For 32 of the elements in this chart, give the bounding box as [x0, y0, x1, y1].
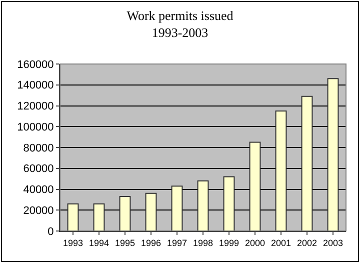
y-tick-label: 100000 [17, 121, 54, 134]
y-tick-label: 120000 [17, 100, 54, 113]
y-tick-label: 140000 [17, 80, 54, 92]
y-tick-label: 80000 [23, 142, 54, 154]
y-tick-label: 60000 [23, 163, 54, 176]
x-tick-label: 1993 [62, 238, 84, 248]
bar [119, 196, 131, 231]
bar [171, 186, 183, 231]
bar [301, 96, 313, 231]
x-tick-label: 1998 [192, 238, 214, 248]
y-tick-label: 40000 [23, 184, 54, 196]
bar [145, 192, 157, 231]
y-tick-label: 160000 [17, 58, 54, 71]
x-tick-label: 2003 [322, 238, 344, 248]
bar [223, 176, 235, 231]
x-tick-label: 1996 [140, 238, 162, 248]
bar [67, 203, 79, 231]
bar [93, 203, 105, 231]
x-tick-label: 1995 [114, 238, 136, 248]
x-tick-label: 1994 [88, 238, 110, 248]
x-tick-label: 2002 [296, 238, 318, 248]
chart-title: Work permits issued 1993-2003 [126, 8, 234, 40]
x-tick-label: 2000 [244, 238, 266, 248]
x-tick-label: 1999 [218, 238, 240, 248]
bar [327, 78, 339, 231]
x-tick-label: 1997 [166, 238, 188, 248]
x-tick-label: 2001 [270, 238, 292, 248]
bar [275, 110, 287, 231]
y-tick-label: 0 [48, 226, 54, 238]
bar [197, 180, 209, 231]
y-tick-label: 20000 [23, 204, 54, 217]
bar [249, 142, 261, 231]
